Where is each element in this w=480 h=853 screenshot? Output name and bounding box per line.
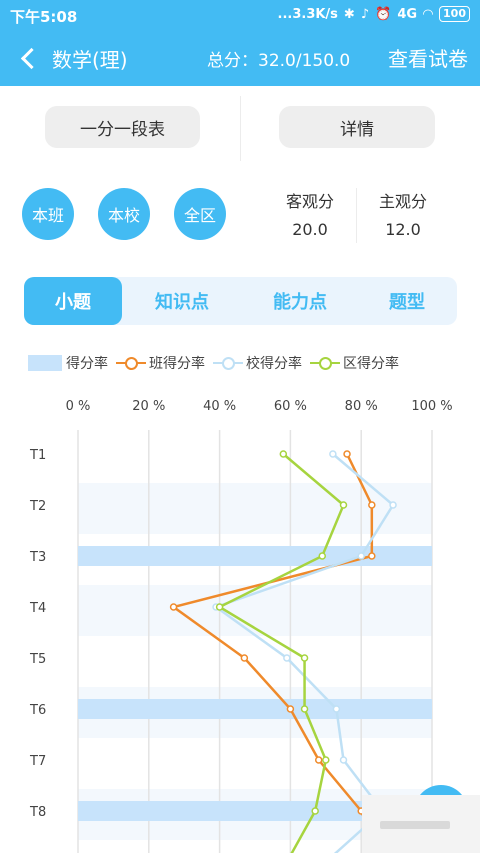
school-rate-point — [283, 654, 291, 662]
alarm-icon: ⏰ — [375, 6, 392, 22]
page-title: 数学(理) — [52, 48, 128, 72]
legend-bar-swatch — [28, 355, 62, 371]
bluetooth-icon: ✱ — [343, 6, 355, 22]
subjective-score: 主观分 12.0 — [358, 188, 448, 239]
x-tick-label: 100 % — [411, 399, 452, 414]
class-rate-point — [240, 654, 249, 662]
district-rate-point — [300, 705, 309, 713]
category-label: T8 — [29, 805, 46, 820]
segment-table-button[interactable]: 一分一段表 — [45, 106, 200, 148]
status-icons: ...3.3K/s ✱ ♪ ⏰ 4G ◠ 100 — [278, 6, 470, 22]
legend-class-marker — [116, 356, 146, 370]
category-label: T4 — [29, 601, 46, 616]
class-rate-point — [169, 603, 178, 611]
objective-score: 客观分 20.0 — [265, 188, 355, 239]
divider — [240, 96, 241, 161]
legend-score-rate: 得分率 — [28, 353, 108, 373]
score-rate-bar — [78, 546, 432, 566]
class-rate-point — [368, 552, 376, 560]
legend-school-rate: 校得分率 — [213, 353, 302, 373]
divider — [356, 188, 357, 243]
category-label: T3 — [29, 550, 46, 565]
view-paper-button[interactable]: 查看试卷 — [388, 47, 468, 71]
district-rate-point — [279, 450, 288, 458]
legend-district-marker — [310, 356, 340, 370]
details-button[interactable]: 详情 — [279, 106, 435, 148]
district-rate-point — [322, 756, 330, 764]
analysis-tabs: 小题 知识点 能力点 题型 — [24, 277, 457, 325]
x-tick-label: 60 % — [274, 399, 307, 414]
scope-district-button[interactable]: 全区 — [174, 188, 226, 240]
battery-icon: 100 — [439, 6, 470, 22]
scope-class-button[interactable]: 本班 — [22, 188, 74, 240]
district-rate-point — [300, 654, 309, 662]
school-rate-point — [357, 552, 365, 560]
category-label: T2 — [29, 499, 46, 514]
network-speed: ...3.3K/s — [277, 6, 338, 22]
district-rate-point — [311, 807, 319, 815]
tab-ability-points[interactable]: 能力点 — [273, 292, 327, 313]
score-rate-bar — [78, 801, 432, 821]
objective-label: 客观分 — [285, 192, 334, 211]
class-rate-point — [286, 705, 295, 713]
tab-questions[interactable]: 小题 — [24, 277, 122, 325]
category-label: T1 — [29, 448, 46, 463]
district-rate-point — [318, 552, 327, 560]
x-tick-label: 0 % — [66, 399, 91, 414]
scope-school-button[interactable]: 本校 — [98, 188, 150, 240]
tab-question-types[interactable]: 题型 — [389, 292, 425, 313]
class-rate-point — [314, 756, 323, 764]
objective-value: 20.0 — [292, 220, 328, 239]
school-rate-point — [329, 450, 337, 458]
category-label: T5 — [29, 652, 46, 667]
overlay-popup — [362, 795, 480, 853]
legend-district-rate: 区得分率 — [310, 353, 399, 373]
legend-school-marker — [213, 356, 243, 370]
status-time: 下午5:08 — [10, 8, 78, 26]
score-rate-chart: 0 % 20 % 40 % 60 % 80 % 100 % T1 T2 T3 T4 T5 T6 T7 T8… — [29, 399, 453, 853]
school-rate-point — [389, 501, 397, 509]
subjective-label: 主观分 — [378, 192, 427, 211]
total-score: 总分：32.0/150.0 — [207, 51, 351, 71]
signal-icon: 4G — [397, 6, 418, 22]
subjective-value: 12.0 — [385, 220, 421, 239]
category-label: T6 — [29, 703, 46, 718]
district-rate-point — [339, 501, 348, 509]
x-tick-label: 40 % — [203, 399, 236, 414]
school-rate-point — [339, 756, 348, 764]
district-rate-point — [215, 603, 224, 611]
status-bar: 下午5:08 ...3.3K/s ✱ ♪ ⏰ 4G ◠ 100 — [0, 0, 480, 30]
app-bar: 数学(理) 总分：32.0/150.0 查看试卷 — [0, 30, 480, 86]
top-actions: 一分一段表 详情 — [0, 86, 480, 166]
wifi-icon: ◠ — [423, 6, 434, 22]
school-rate-point — [332, 705, 341, 713]
back-arrow-icon[interactable] — [18, 43, 40, 73]
legend-class-rate: 班得分率 — [116, 353, 205, 373]
chart-legend: 得分率 班得分率 校得分率 区得分率 — [28, 352, 407, 374]
x-tick-label: 80 % — [345, 399, 378, 414]
category-label: T7 — [29, 754, 46, 769]
class-rate-point — [368, 501, 376, 509]
x-tick-label: 20 % — [132, 399, 165, 414]
mute-icon: ♪ — [360, 6, 370, 22]
score-rate-bar — [78, 699, 432, 719]
tab-knowledge-points[interactable]: 知识点 — [155, 292, 209, 313]
class-rate-point — [343, 450, 351, 458]
